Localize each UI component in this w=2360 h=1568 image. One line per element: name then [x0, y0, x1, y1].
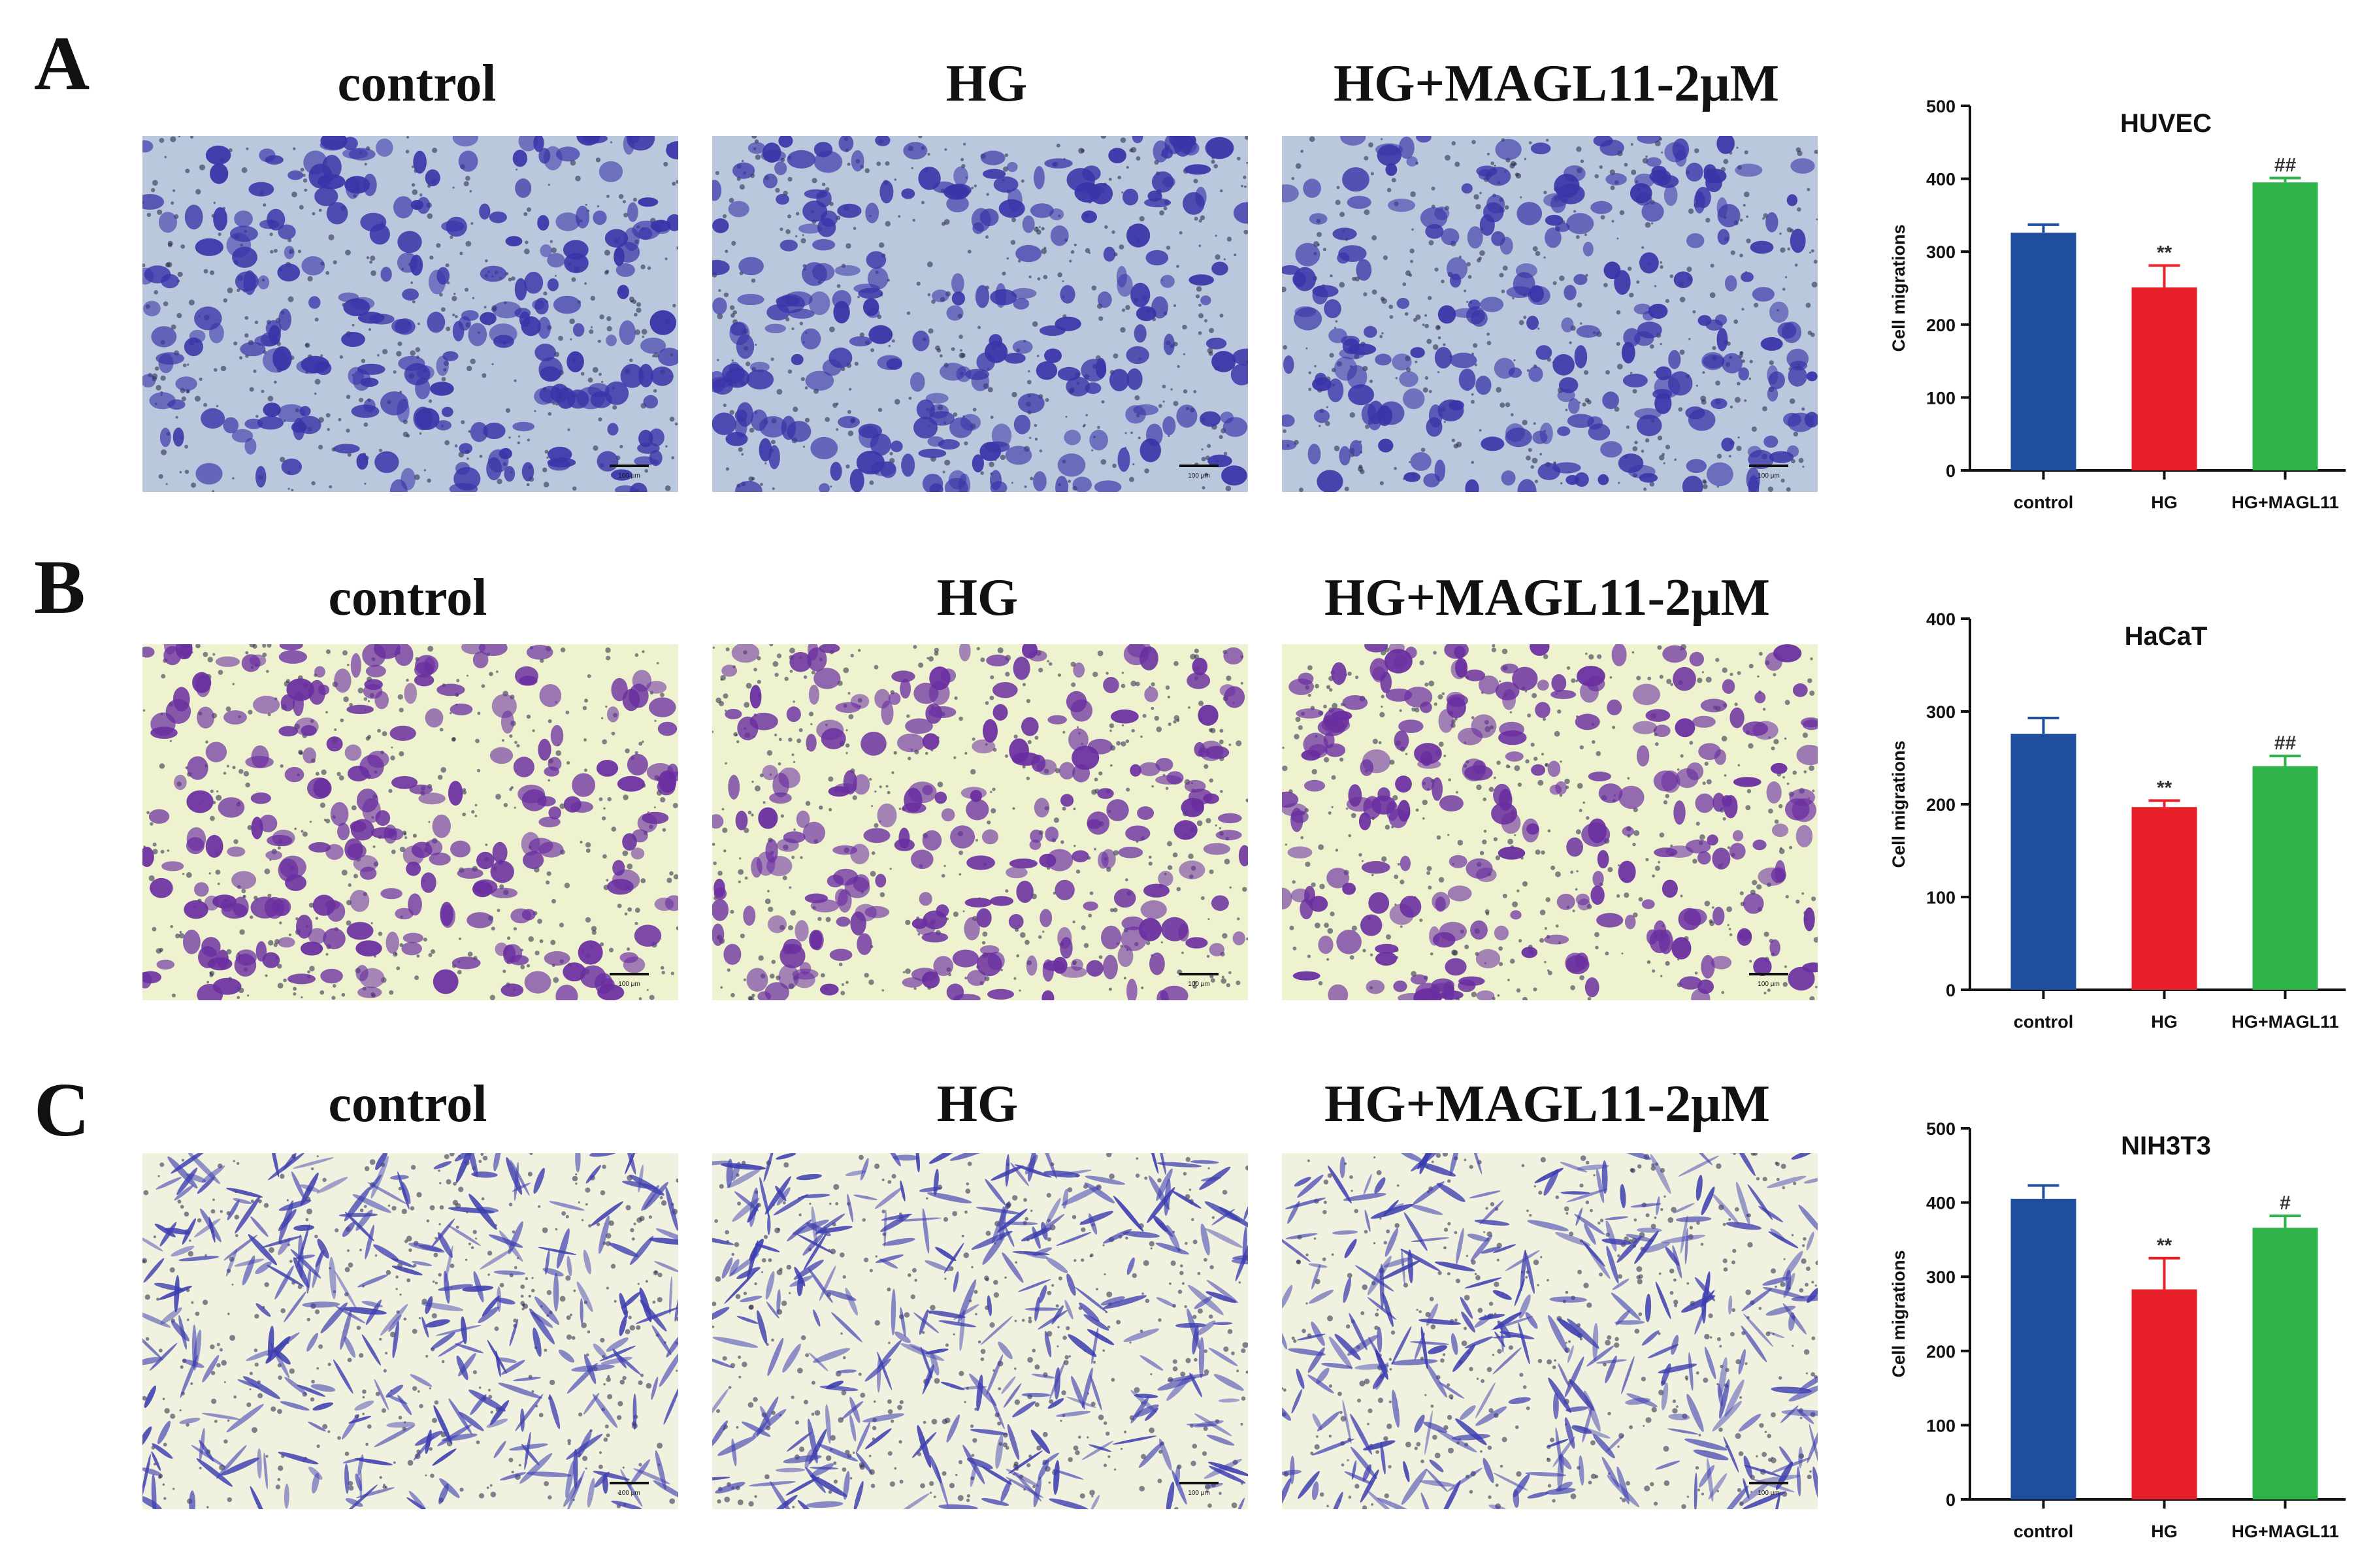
scale-bar-label: 100 μm [1758, 472, 1780, 480]
micrograph-a-hg-magl11: 100 μm [1282, 136, 1818, 492]
y-tick-label: 0 [1946, 1490, 1956, 1510]
bar [2132, 1290, 2197, 1499]
y-tick-label: 200 [1926, 795, 1956, 815]
y-tick-label: 0 [1946, 461, 1956, 481]
bar [2011, 1199, 2076, 1499]
scale-bar-label: 100 μm [1188, 1490, 1210, 1497]
bar [2011, 233, 2076, 470]
bar-chart-huvec: HUVEC Cell migrations 0 100 200 300 400 500 cont… [1875, 91, 2359, 536]
condition-title-control-b: control [140, 572, 676, 624]
panel-letter-c: C [34, 1071, 90, 1149]
x-tick-label: HG+MAGL11 [2231, 1012, 2338, 1032]
y-axis-label: Cell migrations [1889, 224, 1909, 351]
y-tick-label: 400 [1926, 170, 1956, 189]
condition-title-hg-magl11-c: HG+MAGL11-2μM [1279, 1078, 1815, 1130]
y-tick-label: 300 [1926, 1267, 1956, 1287]
micrograph-background [142, 136, 678, 492]
x-tick-label: HG+MAGL11 [2231, 1522, 2338, 1541]
bar [2253, 182, 2318, 470]
scale-bar-label: 100 μm [1758, 981, 1780, 988]
y-axis-label: Cell migrations [1889, 740, 1909, 868]
significance-annotation: ** [2157, 777, 2172, 798]
significance-annotation: ## [2274, 732, 2297, 754]
y-tick-label: 400 [1926, 1194, 1956, 1213]
chart-title: NIH3T3 [2121, 1132, 2211, 1160]
scale-bar-label: 100 μm [618, 981, 640, 988]
bar [2132, 287, 2197, 470]
y-tick-label: 100 [1926, 1416, 1956, 1435]
micrograph-a-hg: 100 μm [712, 136, 1248, 492]
micrograph-c-control: 100 μm [142, 1153, 678, 1509]
panel-letter-a: A [34, 25, 90, 102]
condition-title-control-c: control [140, 1078, 676, 1130]
y-tick-label: 500 [1926, 97, 1956, 116]
y-tick-label: 100 [1926, 388, 1956, 408]
significance-annotation: # [2280, 1192, 2291, 1214]
chart-title: HaCaT [2125, 622, 2208, 651]
bar [2253, 1228, 2318, 1499]
y-tick-label: 300 [1926, 242, 1956, 262]
y-tick-label: 200 [1926, 1342, 1956, 1362]
y-tick-label: 0 [1946, 981, 1956, 1000]
y-tick-label: 500 [1926, 1119, 1956, 1139]
x-tick-label: control [2014, 1012, 2074, 1032]
micrograph-b-control: 100 μm [142, 644, 678, 1000]
condition-title-hg-magl11-b: HG+MAGL11-2μM [1279, 572, 1815, 624]
bar [2253, 766, 2318, 990]
condition-title-hg-c: HG [710, 1078, 1245, 1130]
x-tick-label: control [2014, 1522, 2074, 1541]
x-tick-label: HG [2151, 1012, 2178, 1032]
condition-title-hg-b: HG [710, 572, 1245, 624]
chart-title: HUVEC [2120, 109, 2212, 138]
micrograph-b-hg-magl11: 100 μm [1282, 644, 1818, 1000]
y-tick-label: 400 [1926, 610, 1956, 629]
y-tick-label: 100 [1926, 888, 1956, 907]
bar [2132, 807, 2197, 990]
scale-bar-label: 100 μm [1188, 472, 1210, 480]
condition-title-control-a: control [149, 57, 685, 110]
y-tick-label: 300 [1926, 702, 1956, 722]
micrograph-b-hg: 100 μm [712, 644, 1248, 1000]
micrograph-a-control: 100 μm [142, 136, 678, 492]
bar-chart-nih3t3: NIH3T3 Cell migrations 0 100 200 300 400 500 con… [1875, 1114, 2359, 1565]
x-tick-label: control [2014, 493, 2074, 512]
scale-bar-label: 100 μm [1758, 1490, 1780, 1497]
significance-annotation: ** [2157, 242, 2172, 263]
micrograph-background [1282, 1153, 1818, 1509]
y-tick-label: 200 [1926, 316, 1956, 335]
x-tick-label: HG [2151, 493, 2178, 512]
x-tick-label: HG [2151, 1522, 2178, 1541]
micrograph-c-hg: 100 μm [712, 1153, 1248, 1509]
micrograph-c-hg-magl11: 100 μm [1282, 1153, 1818, 1509]
scale-bar-label: 100 μm [1188, 981, 1210, 988]
micrograph-background [142, 1153, 678, 1509]
condition-title-hg-a: HG [719, 57, 1254, 110]
panel-letter-b: B [34, 549, 86, 626]
significance-annotation: ## [2274, 154, 2297, 176]
scale-bar-label: 100 μm [618, 472, 640, 480]
x-tick-label: HG+MAGL11 [2231, 493, 2338, 512]
condition-title-hg-magl11-a: HG+MAGL11-2μM [1288, 57, 1824, 110]
significance-annotation: ** [2157, 1235, 2172, 1256]
bar-chart-hacat: HaCaT Cell migrations 0 100 200 300 400 control… [1875, 604, 2359, 1055]
y-axis-label: Cell migrations [1889, 1250, 1909, 1377]
scale-bar-label: 100 μm [618, 1490, 640, 1497]
bar [2011, 734, 2076, 990]
